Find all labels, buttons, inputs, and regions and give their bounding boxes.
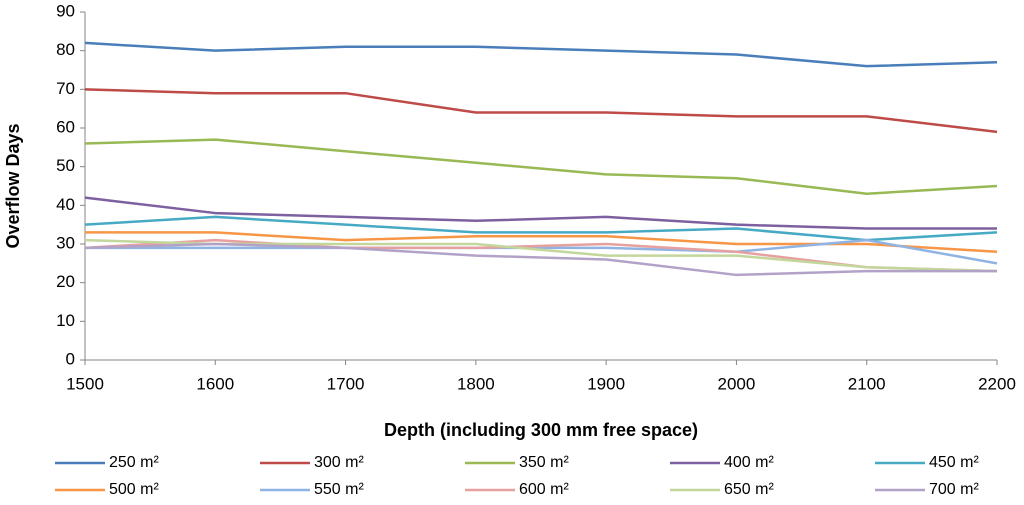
series-line (84, 215, 998, 242)
series-line (84, 242, 997, 277)
y-tick-label: 80 (56, 40, 75, 59)
y-tick-label: 30 (56, 233, 75, 252)
x-tick-label: 1500 (66, 374, 104, 393)
legend-text: 400 m² (724, 454, 774, 471)
x-tick-label: 2100 (848, 374, 886, 393)
series-line (84, 41, 998, 68)
y-tick-label: 50 (56, 156, 75, 175)
legend-text: 500 m² (109, 481, 159, 498)
x-tick-label: 2000 (718, 374, 756, 393)
series-line (84, 196, 997, 230)
legend-text: 250 m² (109, 454, 159, 471)
legend-text: 300 m² (314, 454, 364, 471)
y-tick-label: 70 (56, 79, 75, 98)
x-tick-label: 1900 (587, 374, 625, 393)
x-tick-label: 1600 (196, 374, 234, 393)
legend-text: 450 m² (929, 454, 979, 471)
x-tick-label: 1800 (457, 374, 495, 393)
series-line (85, 231, 998, 253)
legend-text: 700 m² (929, 481, 979, 498)
y-tick-label: 60 (56, 117, 75, 136)
y-tick-label: 90 (56, 1, 75, 20)
y-tick-label: 40 (56, 195, 75, 214)
y-tick-label: 10 (56, 311, 75, 330)
x-tick-label: 2200 (978, 374, 1016, 393)
legend-text: 650 m² (724, 481, 774, 498)
legend-text: 350 m² (519, 454, 569, 471)
series-line (84, 88, 998, 134)
y-tick-label: 0 (66, 349, 75, 368)
legend-text: 550 m² (314, 481, 364, 498)
legend-text: 600 m² (519, 481, 569, 498)
x-tick-label: 1700 (327, 374, 365, 393)
series-line (84, 138, 998, 195)
series-line (85, 238, 998, 265)
x-axis-title: Depth (including 300 mm free space) (384, 420, 698, 440)
y-tick-label: 20 (56, 272, 75, 291)
y-axis-title: Overflow Days (3, 123, 23, 248)
